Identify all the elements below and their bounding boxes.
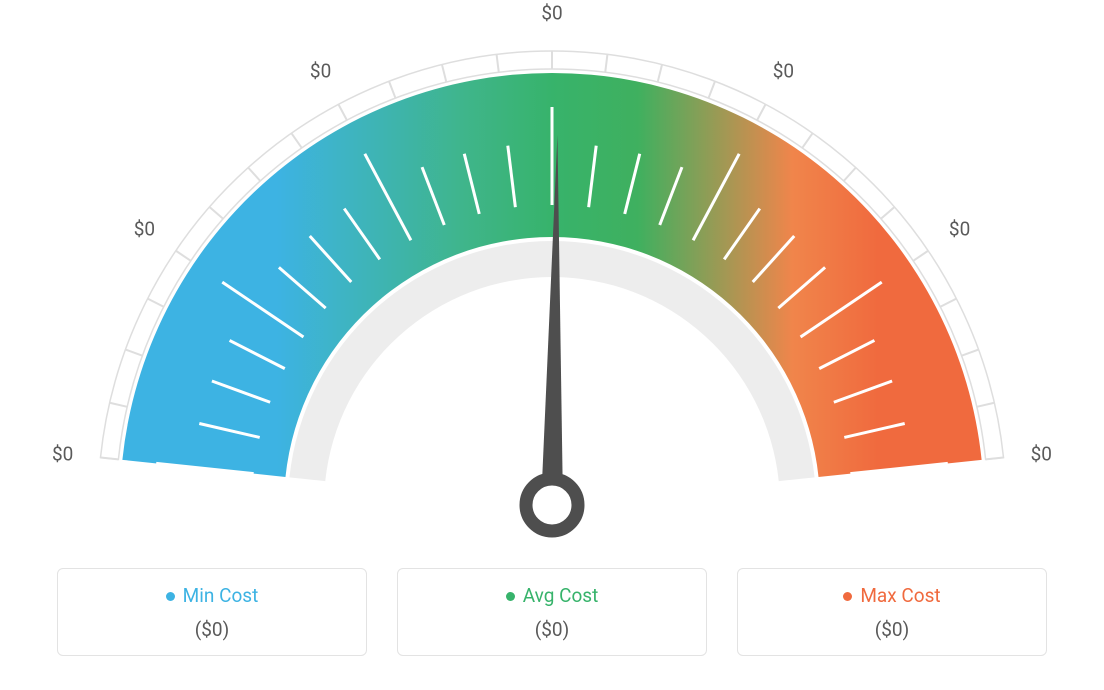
legend-dot-avg <box>506 592 515 601</box>
legend-dot-min <box>166 592 175 601</box>
legend-value-min: ($0) <box>70 618 354 641</box>
legend-value-avg: ($0) <box>410 618 694 641</box>
legend-card-max: Max Cost ($0) <box>737 568 1047 656</box>
gauge-svg <box>0 0 1104 560</box>
legend-row: Min Cost ($0) Avg Cost ($0) Max Cost ($0… <box>0 568 1104 656</box>
gauge-tick-label: $0 <box>134 218 155 241</box>
legend-card-avg: Avg Cost ($0) <box>397 568 707 656</box>
legend-title-min: Min Cost <box>166 585 259 608</box>
legend-card-min: Min Cost ($0) <box>57 568 367 656</box>
legend-title-max: Max Cost <box>843 585 940 608</box>
legend-label-min: Min Cost <box>183 585 259 608</box>
gauge-tick-label: $0 <box>1031 442 1052 465</box>
gauge-tick-label: $0 <box>52 442 73 465</box>
legend-dot-max <box>843 592 852 601</box>
gauge-tick-label: $0 <box>541 2 562 25</box>
legend-label-max: Max Cost <box>860 585 940 608</box>
gauge-tick-label: $0 <box>949 218 970 241</box>
legend-value-max: ($0) <box>750 618 1034 641</box>
gauge-container: $0 $0 $0 $0 $0 $0 $0 <box>0 0 1104 560</box>
gauge-tick-label: $0 <box>310 59 331 82</box>
legend-label-avg: Avg Cost <box>523 585 599 608</box>
gauge-tick-label: $0 <box>773 59 794 82</box>
legend-title-avg: Avg Cost <box>506 585 599 608</box>
